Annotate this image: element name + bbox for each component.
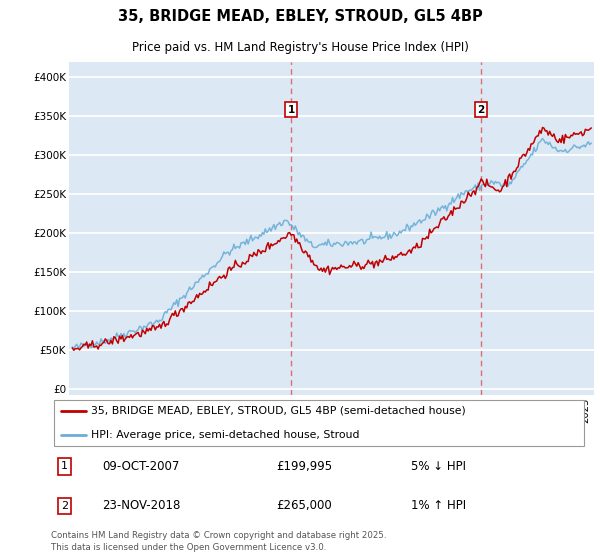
Text: £199,995: £199,995 xyxy=(277,460,332,473)
Text: 5% ↓ HPI: 5% ↓ HPI xyxy=(411,460,466,473)
Text: £265,000: £265,000 xyxy=(277,499,332,512)
Text: HPI: Average price, semi-detached house, Stroud: HPI: Average price, semi-detached house,… xyxy=(91,430,360,440)
Text: 35, BRIDGE MEAD, EBLEY, STROUD, GL5 4BP (semi-detached house): 35, BRIDGE MEAD, EBLEY, STROUD, GL5 4BP … xyxy=(91,405,466,416)
FancyBboxPatch shape xyxy=(53,400,584,446)
Text: 35, BRIDGE MEAD, EBLEY, STROUD, GL5 4BP: 35, BRIDGE MEAD, EBLEY, STROUD, GL5 4BP xyxy=(118,9,482,24)
Text: 1: 1 xyxy=(287,105,295,115)
Text: 09-OCT-2007: 09-OCT-2007 xyxy=(102,460,179,473)
Text: 1: 1 xyxy=(61,461,68,472)
Text: 2: 2 xyxy=(61,501,68,511)
Text: 1% ↑ HPI: 1% ↑ HPI xyxy=(411,499,466,512)
Text: 23-NOV-2018: 23-NOV-2018 xyxy=(102,499,181,512)
Text: Contains HM Land Registry data © Crown copyright and database right 2025.
This d: Contains HM Land Registry data © Crown c… xyxy=(51,531,386,552)
Text: Price paid vs. HM Land Registry's House Price Index (HPI): Price paid vs. HM Land Registry's House … xyxy=(131,40,469,54)
Text: 2: 2 xyxy=(478,105,485,115)
